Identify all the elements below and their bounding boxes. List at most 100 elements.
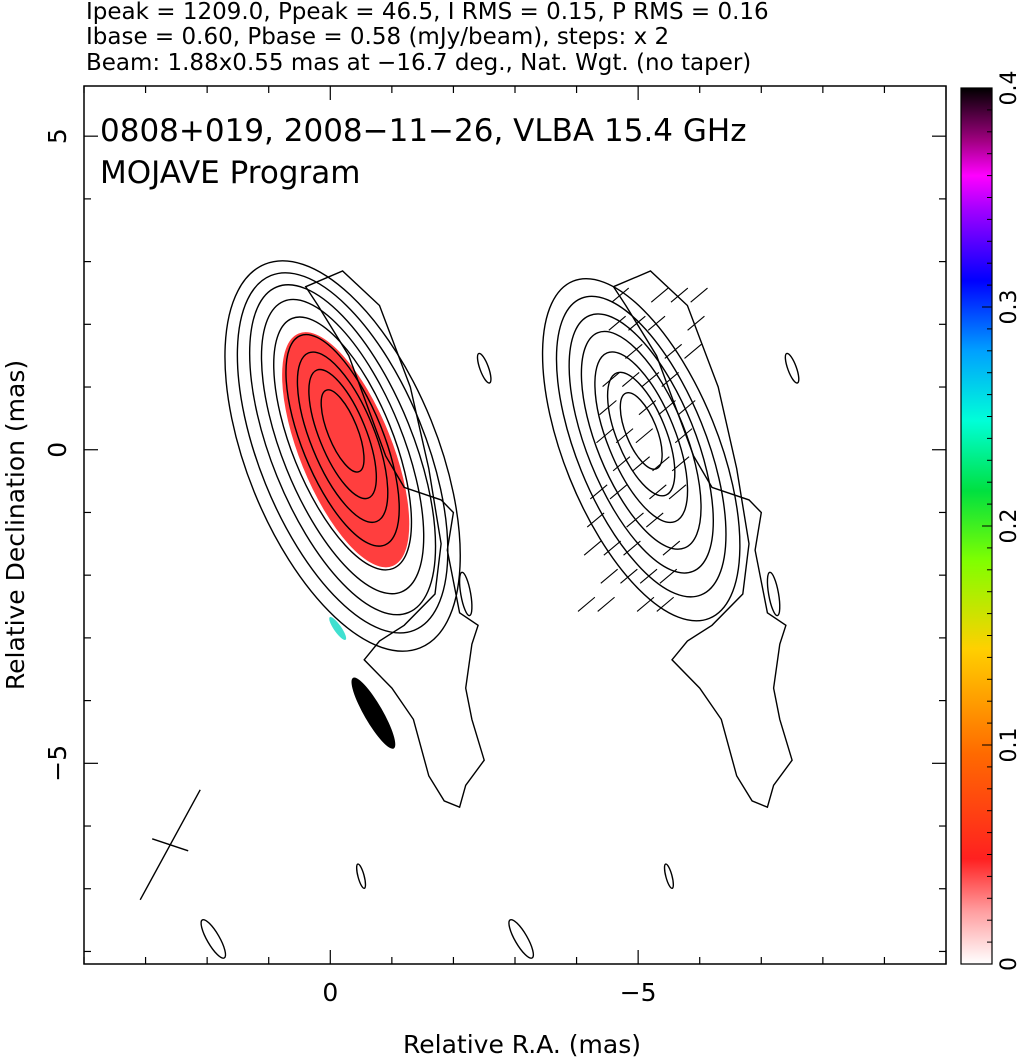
evpa-tick (600, 568, 618, 584)
panel-0-contour-6 (296, 351, 389, 524)
panel-1-island-0 (766, 571, 781, 617)
panel-0-contour-8 (320, 389, 365, 473)
panel-0-contour-1 (236, 272, 449, 634)
y-tick-label: 5 (43, 128, 72, 144)
evpa-tick (656, 596, 675, 612)
axis-ticks (83, 86, 947, 964)
panel-1-contour-2 (568, 313, 714, 574)
evpa-tick (638, 400, 657, 416)
panel-0-outer-contour (304, 270, 485, 809)
panel-0-island-1 (476, 352, 492, 384)
evpa-tick (639, 568, 658, 584)
evpa-tick (658, 400, 676, 416)
chart-subtitle: MOJAVE Program (100, 155, 360, 191)
evpa-tick (650, 287, 669, 303)
polarization-color-layer (282, 332, 410, 749)
panel-0-contour-0 (224, 260, 461, 652)
panel-0-contour-4 (273, 316, 413, 571)
evpa-tick (583, 540, 602, 556)
evpa-tick (589, 484, 608, 500)
x-axis-label: Relative R.A. (mas) (403, 1030, 641, 1059)
panel-1-contour-0 (541, 277, 741, 622)
y-tick-labels: 5 0 −5 (43, 128, 72, 782)
panel-1-island-2 (663, 863, 675, 890)
header-line-3: Beam: 1.88x0.55 mas at −16.7 deg., Nat. … (86, 50, 752, 76)
panel-1-contour-1 (555, 295, 727, 598)
panel-1-island-3 (508, 918, 535, 959)
evpa-tick (612, 456, 631, 472)
y-tick-label: 0 (43, 442, 72, 458)
evpa-tick (674, 428, 693, 444)
x-tick-labels: 0 −5 (322, 978, 656, 1007)
evpa-tick (661, 371, 679, 387)
contour-layer (200, 260, 800, 959)
color-region-1 (351, 677, 396, 749)
evpa-tick (625, 343, 643, 359)
evpa-tick (577, 596, 596, 612)
panel-1-contour-4 (594, 351, 689, 524)
evpa-tick (647, 315, 666, 331)
colorbar-tick-label: 0.1 (997, 728, 1022, 763)
panel-1-contour-5 (606, 371, 676, 497)
beam-minor-axis (151, 838, 189, 852)
evpa-tick (678, 400, 696, 416)
evpa-tick (662, 540, 681, 556)
evpa-tick (664, 343, 683, 359)
evpa-tick (597, 596, 615, 612)
evpa-tick (603, 540, 622, 556)
plot-frame (83, 85, 947, 965)
evpa-tick (684, 343, 702, 359)
panel-0-island-3 (200, 918, 227, 959)
panel-1-outer-contour (612, 270, 793, 809)
y-tick-label: −5 (43, 745, 72, 782)
evpa-tick (690, 287, 708, 303)
beam-marker (139, 789, 201, 901)
panel-1-contour-3 (580, 330, 702, 550)
evpa-tick (621, 371, 640, 387)
header-line-1: Ipeak = 1209.0, Ppeak = 46.5, I RMS = 0.… (86, 0, 769, 25)
header-line-2: Ibase = 0.60, Pbase = 0.58 (mJy/beam), s… (86, 24, 670, 50)
evpa-tick (609, 484, 628, 500)
panel-1-island-1 (784, 352, 800, 384)
evpa-tick (596, 428, 614, 444)
colorbar-tick-label: 0 (997, 957, 1022, 971)
evpa-tick (599, 400, 617, 416)
evpa-tick (623, 540, 641, 556)
chart-title: 0808+019, 2008−11−26, VLBA 15.4 GHz (100, 113, 746, 149)
evpa-tick (635, 428, 654, 444)
panel-0-contour-3 (260, 298, 425, 595)
evpa-tick (636, 596, 655, 612)
colorbar-tick-label: 0.2 (997, 509, 1022, 544)
panel-0-contour-5 (285, 333, 400, 547)
evpa-tick (659, 568, 678, 584)
panel-0-contour-7 (308, 368, 378, 500)
x-tick-label: 0 (322, 978, 338, 1007)
panel-1-contour-6 (619, 391, 663, 470)
evpa-tick (611, 287, 630, 303)
evpa-tick (608, 315, 626, 331)
color-region-0 (282, 332, 410, 568)
evpa-tick (626, 512, 644, 528)
evpa-tick (652, 456, 670, 472)
evpa-tick (632, 456, 651, 472)
x-tick-label: −5 (620, 978, 657, 1007)
evpa-tick (671, 456, 690, 472)
evpa-tick (586, 512, 605, 528)
evpa-tick (687, 315, 705, 331)
evpa-tick (645, 512, 664, 528)
evpa-tick (649, 484, 667, 500)
colorbar-ticks: 0 0.1 0.2 0.3 0.4 (982, 71, 1022, 971)
colorbar-tick-label: 0.4 (997, 71, 1022, 106)
panel-0-island-2 (355, 863, 367, 890)
evpa-tick (602, 371, 620, 387)
evpa-tick (641, 371, 660, 387)
panel-0-contour-2 (248, 284, 437, 616)
evpa-tick (628, 315, 646, 331)
evpa-tick (620, 568, 638, 584)
panel-0-island-0 (458, 571, 473, 617)
evpa-tick (670, 287, 689, 303)
evpa-tick (615, 428, 634, 444)
colorbar-tick-label: 0.3 (997, 290, 1022, 325)
y-axis-label: Relative Declination (mas) (1, 360, 30, 690)
